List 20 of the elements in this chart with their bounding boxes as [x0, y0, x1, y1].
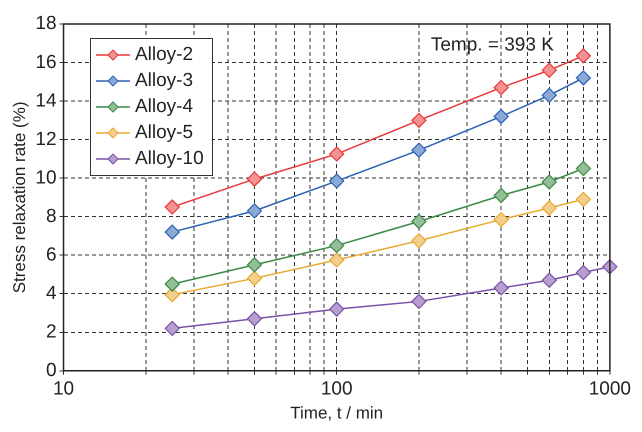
x-axis-title: Time, t / min: [290, 403, 384, 422]
y-tick-label: 18: [35, 13, 57, 34]
y-tick-label: 10: [35, 167, 57, 188]
x-tick-label: 1000: [588, 378, 632, 400]
legend-label: Alloy-3: [135, 70, 194, 92]
y-tick-label: 4: [46, 282, 57, 304]
y-tick-label: 6: [46, 244, 57, 266]
y-axis-title: Stress relaxation rate (%): [10, 102, 29, 294]
y-tick-label: 14: [35, 90, 57, 112]
y-tick-label: 8: [46, 206, 57, 227]
y-tick-label: 2: [46, 322, 57, 342]
legend-label: Alloy-10: [135, 148, 204, 170]
y-tick-label: 12: [35, 128, 57, 150]
annotation: Temp. = 393 K: [430, 34, 554, 56]
y-tick-label: 0: [46, 360, 57, 382]
x-tick-label: 100: [320, 378, 353, 400]
legend-label: Alloy-5: [135, 122, 194, 144]
legend-label: Alloy-2: [135, 44, 194, 66]
legend-label: Alloy-4: [135, 96, 194, 118]
y-tick-label: 16: [35, 52, 57, 73]
